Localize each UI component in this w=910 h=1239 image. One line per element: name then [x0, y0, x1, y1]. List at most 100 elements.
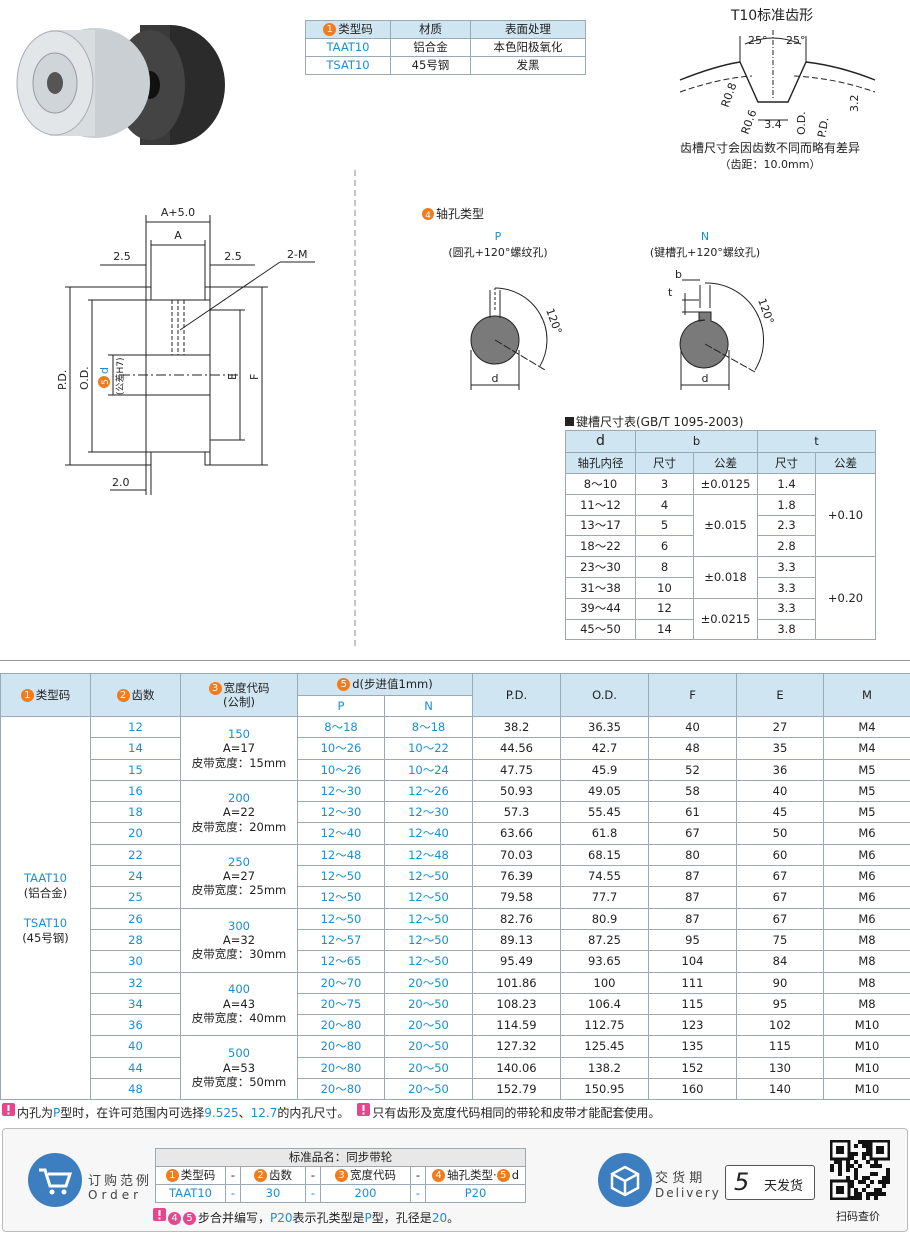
- cell: 3: [635, 473, 694, 495]
- row: 30 12～65 12～50 95.49 93.65 104 84 M8: [1, 950, 910, 973]
- cell: 79.58: [472, 886, 561, 909]
- cell: ±0.018: [693, 556, 758, 599]
- header-cell: 尺寸: [757, 452, 816, 474]
- separator: -: [410, 1184, 426, 1203]
- cell: M10: [823, 1078, 910, 1101]
- cell: 150.95: [560, 1078, 649, 1101]
- cell: 130: [736, 1056, 824, 1080]
- cell: 36: [90, 1014, 181, 1037]
- cell: M5: [823, 758, 910, 781]
- cell: 12～50: [297, 907, 385, 930]
- cell: 12～30: [384, 801, 473, 824]
- dim-label: 2.5: [113, 250, 131, 263]
- bore-desc: (圆孔+120°螺纹孔): [448, 245, 547, 259]
- cell: 95.49: [472, 950, 561, 973]
- badge: 4: [168, 1212, 181, 1225]
- cell: 12～48: [384, 843, 473, 867]
- pulley-drawing: A+5.0 A 2.5 2.5 2-M P.D. O.D. 5 d (公差H7)…: [56, 206, 315, 495]
- separator: -: [305, 1166, 321, 1185]
- width-a: A=53: [222, 1060, 256, 1075]
- header-cell: 2 齿数: [240, 1166, 306, 1185]
- cell: M6: [823, 843, 910, 867]
- note-text: P: [364, 1211, 372, 1225]
- width-cell: 400 A=43 皮带宽度：40mm: [180, 971, 298, 1037]
- cell: 27: [736, 715, 824, 739]
- separator: -: [225, 1166, 241, 1185]
- bore-code: P: [495, 230, 502, 243]
- cell: 20: [90, 822, 181, 845]
- dim-label: t: [668, 286, 673, 299]
- header-cell: M: [823, 673, 910, 717]
- cell: 4: [635, 493, 694, 516]
- type-text: (45号钢): [22, 930, 69, 945]
- cell: 82.76: [472, 907, 561, 930]
- badge: 1: [165, 1169, 179, 1183]
- width-a: A=32: [222, 932, 256, 947]
- header-cell: t: [756, 430, 877, 453]
- row: 8～10 3 ±0.0125 1.4 +0.10: [565, 472, 877, 558]
- dim-label: 2.5: [224, 250, 242, 263]
- keyway-title-text: 键槽尺寸表(GB/T 1095-2003): [576, 415, 744, 429]
- badge: 4: [425, 211, 431, 221]
- cell: 123: [648, 1014, 737, 1037]
- value-cell: TAAT10: [155, 1184, 226, 1203]
- cell: TAAT10: [305, 38, 391, 57]
- cell: 12～50: [384, 950, 473, 973]
- dim-label: P.D.: [56, 370, 69, 390]
- cell: 8～10: [565, 473, 636, 495]
- cell: 67: [736, 886, 824, 909]
- cell: 15: [90, 758, 181, 781]
- cell: 3.3: [757, 597, 816, 620]
- cell: 20～50: [384, 992, 473, 1016]
- cell: 104: [648, 950, 737, 973]
- cell: M10: [823, 1056, 910, 1080]
- radius-label: R0.8: [719, 81, 740, 109]
- cell: M8: [823, 928, 910, 952]
- cell: 55.45: [560, 801, 649, 824]
- row: 31～38 10 3.3: [565, 576, 876, 599]
- cell: M8: [823, 950, 910, 973]
- cell: 93.65: [560, 950, 649, 973]
- cell: 87: [648, 865, 737, 888]
- cell: 28: [90, 928, 181, 952]
- note-text: 内孔为: [17, 1106, 54, 1120]
- dim-label: E: [226, 373, 239, 380]
- cell: 12～57: [297, 928, 385, 952]
- width-code: 250: [228, 854, 250, 869]
- cell: +0.20: [814, 556, 877, 641]
- header-cell: 5 d(步进值1mm): [297, 673, 473, 696]
- cell: 63.66: [472, 822, 561, 845]
- keyway-table: d b t 轴孔内径 尺寸 公差 尺寸 公差 8～10 3 ±0.0125 1.4 +0.10 11～12…: [565, 430, 877, 641]
- bore-desc: (键槽孔+120°螺纹孔): [650, 245, 760, 259]
- note-text: 只有齿形及宽度代码相同的带轮和皮带才能配套使用。: [372, 1106, 661, 1120]
- table: 1 类型码 材质 表面处理 TAAT10 铝合金 本色阳极氧化 TSAT10 45号钢 发黑: [305, 20, 586, 75]
- header-text: 宽度代码: [350, 1168, 396, 1183]
- header-text: 宽度代码: [223, 680, 270, 695]
- header-row: 1 类型码 -2 齿数 -3 宽度代码 -4 轴孔类型· 5 d: [155, 1166, 527, 1185]
- note: 内孔为P型时，在许可范围内可选择9.525、12.7的内孔尺寸。: [2, 1103, 349, 1120]
- cell: 60: [736, 843, 824, 867]
- cell: 2.8: [757, 535, 816, 558]
- cell: 50: [736, 822, 824, 845]
- width-belt: 皮带宽度：25mm: [191, 883, 287, 898]
- badge: 3: [335, 1169, 348, 1183]
- row: 25 12～50 12～50 79.58 77.7 87 67 M6: [1, 886, 910, 909]
- cell: 20～50: [384, 1056, 473, 1080]
- qr-label: 扫码查价: [836, 1210, 880, 1223]
- note: 只有齿形及宽度代码相同的带轮和皮带才能配套使用。: [357, 1103, 661, 1120]
- cell: M10: [823, 1014, 910, 1037]
- cell: 70.03: [472, 843, 561, 867]
- order-table-title: 标准品名：同步带轮: [154, 1148, 527, 1167]
- width-belt: 皮带宽度：50mm: [191, 1075, 287, 1090]
- cell: 135: [648, 1035, 737, 1058]
- header-text: d(步进值1mm): [352, 677, 433, 692]
- cell: 10: [635, 576, 694, 599]
- cell: 67: [736, 865, 824, 888]
- header-text: 表面处理: [505, 22, 551, 37]
- type-cell: TAAT10 (铝合金) TSAT10 (45号钢): [0, 715, 91, 1101]
- cell: 12～50: [384, 928, 473, 952]
- cell: 38.2: [472, 715, 561, 739]
- header-cell: b: [635, 430, 758, 453]
- cell: 12～65: [297, 950, 385, 973]
- cell: 20～80: [297, 1056, 385, 1080]
